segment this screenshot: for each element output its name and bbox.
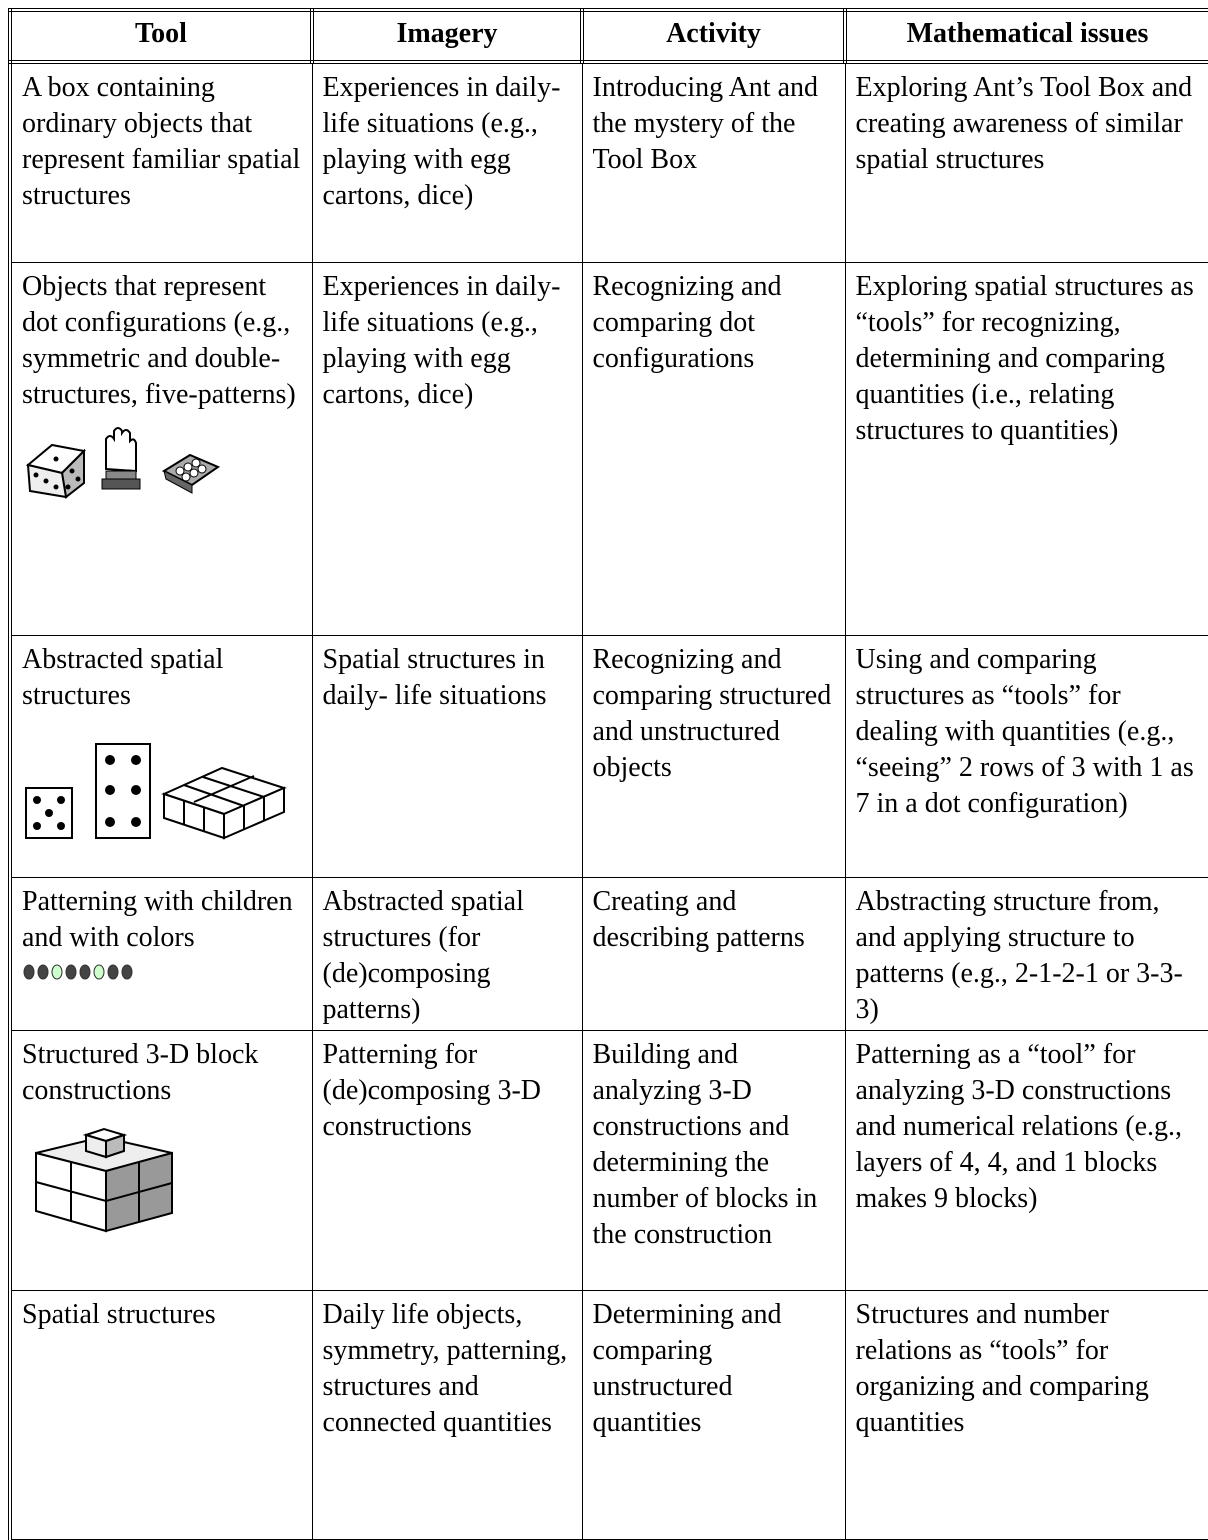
cell-text: Daily life objects, symmetry, patterning…: [322, 1299, 568, 1438]
cell: Recognizing and comparing structured and…: [581, 635, 846, 878]
cell: Introducing Ant and the mystery of the T…: [581, 61, 846, 263]
cell: Building and analyzing 3-D constructions…: [581, 1030, 846, 1291]
cell-text: Abstracted spatial structures: [22, 644, 224, 711]
bead-icons: [23, 964, 133, 980]
cell: Daily life objects, symmetry, patterning…: [311, 1290, 583, 1540]
cell-text: Recognizing and comparing dot configurat…: [592, 271, 782, 374]
header-cell: Activity: [580, 8, 847, 64]
header-cell: Tool: [8, 8, 314, 64]
cell: Patterning with children and with colors: [8, 877, 313, 1031]
cell-text: Patterning with children and with colors: [22, 886, 293, 953]
cell: Abstracted spatial structures (for (de)c…: [311, 877, 583, 1031]
cell: Spatial structures in daily- life situat…: [311, 635, 583, 878]
tool-table: Tool Imagery Activity Mathematical issue…: [8, 8, 1208, 1540]
cell-text: Building and analyzing 3-D constructions…: [592, 1039, 818, 1250]
cell: Recognizing and comparing dot configurat…: [581, 262, 846, 636]
cell-text: Recognizing and comparing structured and…: [592, 644, 832, 783]
object-icons: [25, 427, 221, 499]
cell: A box containing ordinary objects that r…: [8, 61, 313, 263]
cell-text: Spatial structures: [22, 1299, 216, 1330]
structure-icons: [25, 743, 287, 840]
cell-text: Creating and describing patterns: [592, 886, 805, 953]
cell: Using and comparing structures as “tools…: [844, 635, 1208, 878]
cell: Exploring Ant’s Tool Box and creating aw…: [844, 61, 1208, 263]
cell: Abstracted spatial structures: [8, 635, 313, 878]
cell: Experiences in daily-life situations (e.…: [311, 262, 583, 636]
row: Patterning with children and with colors…: [8, 877, 1208, 1031]
cell-text: Introducing Ant and the mystery of the T…: [592, 72, 819, 175]
cell-text: Determining and comparing unstructured q…: [592, 1299, 782, 1438]
row: Spatial structures Daily life objects, s…: [8, 1290, 1208, 1540]
cell-text: Structures and number relations as “tool…: [855, 1299, 1149, 1438]
cell-text: Spatial structures in daily- life situat…: [322, 644, 547, 711]
header-cell: Mathematical issues: [843, 8, 1208, 64]
cell-text: Exploring spatial structures as “tools” …: [855, 271, 1194, 446]
row: Structured 3-D block constructions Patte…: [8, 1030, 1208, 1291]
cell: Experiences in daily-life situations (e.…: [311, 61, 583, 263]
cell-text: Abstracted spatial structures (for (de)c…: [322, 886, 524, 1025]
block-icon: [35, 1127, 173, 1233]
cell: Patterning as a “tool” for analyzing 3-D…: [844, 1030, 1208, 1291]
cell: Structured 3-D block constructions: [8, 1030, 313, 1291]
header-cell: Imagery: [310, 8, 584, 64]
cell: Structures and number relations as “tool…: [844, 1290, 1208, 1540]
cell-text: Using and comparing structures as “tools…: [855, 644, 1194, 819]
cell-text: Exploring Ant’s Tool Box and creating aw…: [855, 72, 1193, 175]
row: Objects that represent dot configuration…: [8, 262, 1208, 636]
cell: Spatial structures: [8, 1290, 313, 1540]
cell-text: Experiences in daily-life situations (e.…: [322, 72, 561, 211]
header-row: Tool Imagery Activity Mathematical issue…: [8, 8, 1208, 64]
cell-text: Structured 3-D block constructions: [22, 1039, 259, 1106]
cell-text: Patterning as a “tool” for analyzing 3-D…: [855, 1039, 1183, 1214]
cell: Patterning for (de)composing 3-D constru…: [311, 1030, 583, 1291]
cell-text: Experiences in daily-life situations (e.…: [322, 271, 561, 410]
cell-text: Patterning for (de)composing 3-D constru…: [322, 1039, 542, 1142]
row: A box containing ordinary objects that r…: [8, 61, 1208, 263]
cell: Objects that represent dot configuration…: [8, 262, 313, 636]
cell-text: Objects that represent dot configuration…: [22, 271, 296, 410]
cell: Creating and describing patterns: [581, 877, 846, 1031]
cell: Determining and comparing unstructured q…: [581, 1290, 846, 1540]
cell: Exploring spatial structures as “tools” …: [844, 262, 1208, 636]
row: Abstracted spatial structures Spatial st…: [8, 635, 1208, 878]
cell-text: A box containing ordinary objects that r…: [22, 72, 301, 211]
cell: Abstracting structure from, and applying…: [844, 877, 1208, 1031]
cell-text: Abstracting structure from, and applying…: [855, 886, 1183, 1025]
